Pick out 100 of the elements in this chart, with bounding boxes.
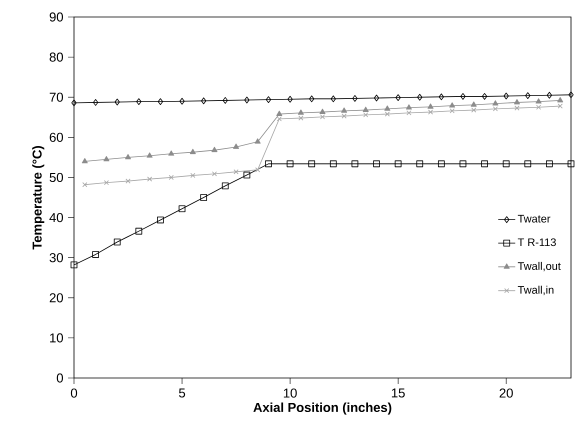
point <box>92 251 99 258</box>
point <box>200 194 208 201</box>
point <box>254 138 261 144</box>
point <box>362 106 369 112</box>
y-tick-label: 80 <box>50 52 64 62</box>
point <box>460 160 466 168</box>
point <box>70 262 78 268</box>
point <box>114 238 121 246</box>
point <box>71 99 77 106</box>
point <box>320 108 326 114</box>
point <box>136 98 142 106</box>
point <box>211 146 218 152</box>
point <box>330 160 337 168</box>
point <box>103 156 110 162</box>
point <box>536 98 542 104</box>
point <box>514 99 520 104</box>
point <box>309 95 314 102</box>
point <box>201 97 206 104</box>
point <box>568 91 574 98</box>
point <box>558 104 563 109</box>
y-tick-label: 50 <box>50 172 64 182</box>
point <box>482 93 488 100</box>
point <box>190 172 196 178</box>
y-tick-label: 40 <box>49 212 64 222</box>
point <box>470 101 477 107</box>
point <box>557 97 564 102</box>
point <box>481 160 488 168</box>
point <box>438 160 445 168</box>
point <box>320 114 326 120</box>
point <box>406 104 412 110</box>
point <box>460 93 466 100</box>
y-tick-label: 60 <box>50 132 64 142</box>
point <box>104 180 109 186</box>
y-tick-label: 90 <box>50 12 64 22</box>
y-tick-label: 30 <box>50 253 64 262</box>
point <box>352 95 358 102</box>
point <box>233 144 240 149</box>
point <box>568 160 574 168</box>
point <box>286 160 294 168</box>
x-tick-label: 20 <box>500 388 513 398</box>
point <box>298 109 304 115</box>
x-axis-title: Axial Position (inches) <box>253 402 392 415</box>
point <box>222 182 229 190</box>
point <box>471 108 476 113</box>
point <box>114 98 120 106</box>
point <box>428 110 434 115</box>
point <box>158 98 164 106</box>
x-tick-label: 15 <box>392 388 405 398</box>
point <box>384 105 390 111</box>
point <box>363 112 368 118</box>
x-tick-label: 10 <box>284 388 297 398</box>
point <box>178 205 186 212</box>
point <box>222 97 228 104</box>
point <box>352 160 358 168</box>
point <box>546 92 552 99</box>
y-tick-label: 20 <box>50 293 64 302</box>
point <box>416 160 424 168</box>
point <box>450 108 455 114</box>
point <box>147 176 152 182</box>
point <box>502 160 510 168</box>
point <box>384 112 390 117</box>
point <box>330 95 336 102</box>
point <box>82 182 88 188</box>
point <box>255 167 260 172</box>
point <box>212 171 217 176</box>
point <box>276 110 282 116</box>
y-tick-label: 0 <box>56 373 64 383</box>
point <box>536 104 542 110</box>
point <box>342 114 347 119</box>
point <box>234 169 239 174</box>
point <box>179 98 185 105</box>
point <box>287 96 293 103</box>
point <box>266 96 272 104</box>
point <box>135 228 142 235</box>
point <box>524 160 532 168</box>
point <box>492 106 498 112</box>
point <box>244 96 250 104</box>
point <box>394 160 402 168</box>
point <box>126 178 131 184</box>
point <box>82 158 88 164</box>
point <box>146 152 153 158</box>
point <box>190 148 196 154</box>
point <box>341 107 348 113</box>
point <box>243 172 250 178</box>
x-tick-label: 5 <box>178 388 186 398</box>
point <box>308 160 316 168</box>
point <box>373 160 380 168</box>
point <box>546 160 553 168</box>
point <box>428 103 434 109</box>
point <box>438 93 444 100</box>
point <box>406 110 412 116</box>
point <box>168 174 174 180</box>
point <box>298 116 304 121</box>
point <box>492 100 498 106</box>
point <box>157 216 164 224</box>
point <box>276 116 282 122</box>
point <box>92 99 98 106</box>
point <box>395 94 401 102</box>
y-axis-title: Temperature (°C) <box>32 146 44 250</box>
point <box>514 106 520 111</box>
